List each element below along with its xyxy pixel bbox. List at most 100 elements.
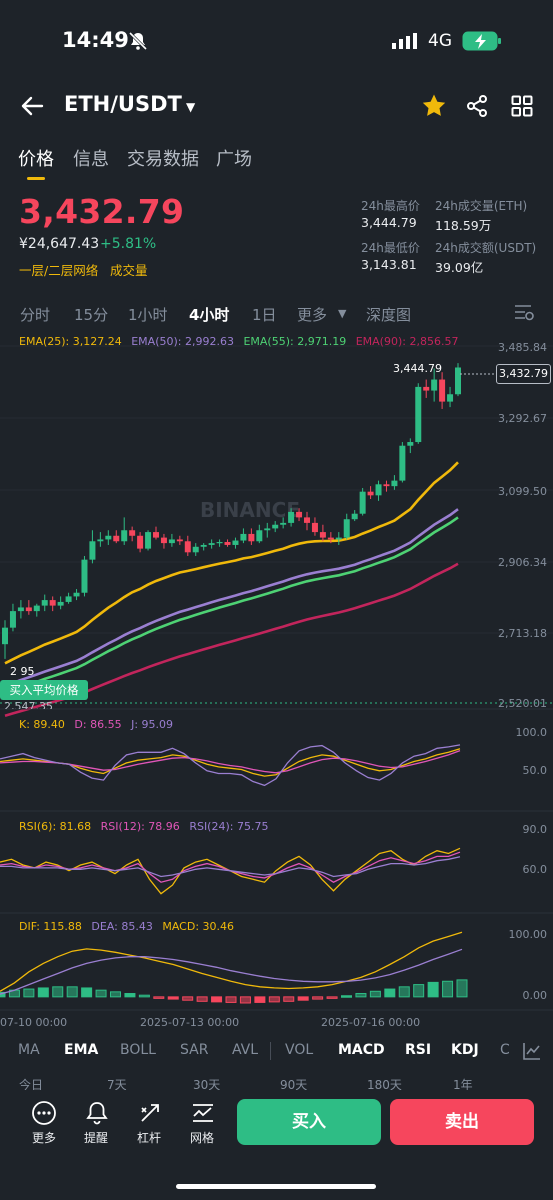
kdj-axis-label: 50.0	[522, 764, 548, 777]
battery-charging-icon	[462, 31, 501, 51]
macd-bar	[211, 996, 223, 1003]
indicator-ema[interactable]: EMA	[64, 1042, 99, 1058]
macd-bar	[110, 991, 121, 998]
layer-tag-link[interactable]: 一层/二层网络	[19, 263, 99, 278]
interval-15m[interactable]: 15分	[74, 306, 109, 324]
candle	[208, 543, 215, 545]
range-30d[interactable]: 30天	[193, 1078, 221, 1092]
candle	[97, 539, 104, 542]
indicator-sar[interactable]: SAR	[180, 1042, 209, 1058]
candle	[153, 532, 159, 538]
macd-bar	[182, 996, 194, 1001]
date-label: 2025-07-13 00:00	[140, 1016, 240, 1029]
tab-info[interactable]: 信息	[73, 149, 109, 170]
bell-icon[interactable]	[84, 1100, 110, 1126]
buy-button[interactable]: 买入	[237, 1099, 381, 1145]
range-today[interactable]: 今日	[19, 1078, 44, 1092]
tab-trading-data[interactable]: 交易数据	[127, 149, 199, 170]
volume-tag-link[interactable]: 成交量	[110, 263, 148, 278]
share-icon[interactable]	[465, 94, 489, 118]
macd-bar	[37, 987, 49, 998]
stat-vol-usdt-label: 24h成交额(USDT)	[435, 241, 537, 255]
indicator-partial[interactable]: C	[500, 1042, 510, 1058]
kdj-j-line	[0, 744, 461, 787]
interval-timeshare[interactable]: 分时	[20, 306, 51, 324]
rsi-axis-label: 60.0	[522, 863, 548, 876]
indicator-kdj[interactable]: KDJ	[451, 1042, 479, 1058]
sell-button[interactable]: 卖出	[390, 1099, 534, 1145]
grid-label[interactable]: 网格	[190, 1131, 215, 1145]
indicator-avl[interactable]: AVL	[232, 1042, 259, 1058]
ema55-label: EMA(55): 2,971.19	[243, 335, 347, 348]
leverage-icon[interactable]	[137, 1100, 163, 1126]
kdj-j-label: J: 95.09	[131, 718, 174, 731]
candlestick-chart[interactable]: BINANCE	[0, 330, 553, 1030]
macd-bar	[0, 991, 6, 998]
caret-down-icon[interactable]: ▼	[186, 100, 196, 114]
macd-dif-label: DIF: 115.88	[19, 920, 82, 933]
macd-dea-line	[0, 948, 463, 995]
grid-trading-icon[interactable]	[190, 1100, 216, 1126]
tab-price[interactable]: 价格	[18, 149, 54, 170]
macd-bar	[312, 996, 324, 1000]
kdj-legend: K: 89.40 D: 86.55 J: 95.09	[19, 718, 179, 731]
macd-bar	[23, 988, 35, 998]
candle	[160, 537, 167, 544]
macd-bar	[297, 996, 309, 1001]
interval-more[interactable]: 更多	[297, 306, 328, 324]
high-price-marker: 3,444.79	[393, 362, 442, 375]
stat-low-value: 3,143.81	[361, 257, 417, 272]
range-90d[interactable]: 90天	[280, 1078, 308, 1092]
macd-bar	[225, 996, 237, 1003]
candle	[288, 511, 295, 523]
grid-layout-icon[interactable]	[511, 95, 533, 117]
margin-label[interactable]: 杠杆	[137, 1131, 162, 1145]
macd-bar	[355, 993, 367, 998]
price-axis-label: 3,099.50	[498, 485, 547, 498]
stat-high-label: 24h最高价	[361, 199, 420, 213]
caret-down-icon[interactable]: ▼	[338, 307, 347, 320]
indicator-rsi[interactable]: RSI	[405, 1042, 432, 1058]
candle	[9, 611, 16, 628]
candle	[455, 367, 461, 395]
price-cny: ¥24,647.43	[19, 236, 100, 252]
candle	[129, 530, 136, 536]
favorite-star-icon[interactable]	[421, 93, 447, 119]
interval-1d[interactable]: 1日	[252, 306, 277, 324]
stat-vol-eth-value: 118.59万	[435, 218, 492, 233]
more-icon[interactable]	[31, 1100, 57, 1126]
more-label[interactable]: 更多	[32, 1131, 57, 1145]
candle	[89, 541, 96, 560]
indicator-macd[interactable]: MACD	[338, 1042, 385, 1058]
indicator-boll[interactable]: BOLL	[120, 1042, 156, 1058]
ema25-line	[4, 461, 459, 665]
pair-title[interactable]: ETH/USDT	[64, 92, 182, 116]
ema-legend: EMA(25): 3,127.24 EMA(50): 2,992.63 EMA(…	[19, 335, 464, 348]
watermark: BINANCE	[200, 498, 300, 522]
candle	[256, 530, 263, 542]
indicator-chart-icon[interactable]	[521, 1040, 543, 1062]
indicator-ma[interactable]: MA	[18, 1042, 40, 1058]
rsi-axis-label: 90.0	[522, 823, 548, 836]
indicator-vol[interactable]: VOL	[285, 1042, 314, 1058]
range-7d[interactable]: 7天	[107, 1078, 127, 1092]
alert-label[interactable]: 提醒	[84, 1131, 109, 1145]
candle	[439, 379, 446, 402]
bell-muted-icon	[128, 31, 148, 51]
interval-depth[interactable]: 深度图	[366, 306, 412, 324]
tab-square[interactable]: 广场	[216, 149, 252, 170]
candle	[224, 542, 231, 545]
chart-settings-icon[interactable]	[513, 302, 535, 322]
price-axis-label: 2,520.01	[498, 697, 547, 710]
candle	[367, 491, 374, 496]
range-1y[interactable]: 1年	[453, 1078, 473, 1092]
candle	[121, 530, 128, 542]
range-180d[interactable]: 180天	[367, 1078, 402, 1092]
rsi-legend: RSI(6): 81.68 RSI(12): 78.96 RSI(24): 75…	[19, 820, 274, 833]
macd-bar	[66, 986, 78, 998]
buy-average-price-tag[interactable]: 买入平均价格	[0, 680, 88, 700]
back-arrow-icon[interactable]	[20, 95, 44, 117]
interval-1h[interactable]: 1小时	[128, 306, 168, 324]
candle	[375, 484, 382, 496]
interval-4h[interactable]: 4小时	[189, 306, 230, 324]
